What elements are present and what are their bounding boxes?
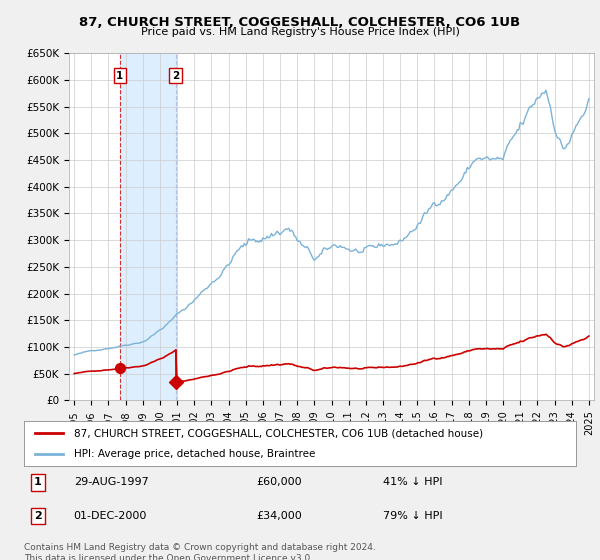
Text: 87, CHURCH STREET, COGGESHALL, COLCHESTER, CO6 1UB (detached house): 87, CHURCH STREET, COGGESHALL, COLCHESTE… bbox=[74, 428, 483, 438]
Text: Price paid vs. HM Land Registry's House Price Index (HPI): Price paid vs. HM Land Registry's House … bbox=[140, 27, 460, 37]
Text: 01-DEC-2000: 01-DEC-2000 bbox=[74, 511, 147, 521]
Text: 79% ↓ HPI: 79% ↓ HPI bbox=[383, 511, 442, 521]
Text: 87, CHURCH STREET, COGGESHALL, COLCHESTER, CO6 1UB: 87, CHURCH STREET, COGGESHALL, COLCHESTE… bbox=[79, 16, 521, 29]
Text: 41% ↓ HPI: 41% ↓ HPI bbox=[383, 477, 442, 487]
Text: £60,000: £60,000 bbox=[256, 477, 301, 487]
Text: 1: 1 bbox=[116, 71, 124, 81]
Point bbox=[115, 364, 125, 373]
Text: Contains HM Land Registry data © Crown copyright and database right 2024.
This d: Contains HM Land Registry data © Crown c… bbox=[24, 543, 376, 560]
Text: HPI: Average price, detached house, Braintree: HPI: Average price, detached house, Brai… bbox=[74, 449, 315, 459]
Text: 2: 2 bbox=[172, 71, 179, 81]
Text: 1: 1 bbox=[34, 477, 41, 487]
Text: 29-AUG-1997: 29-AUG-1997 bbox=[74, 477, 148, 487]
Bar bbox=[120, 53, 176, 400]
Text: £34,000: £34,000 bbox=[256, 511, 302, 521]
Text: 2: 2 bbox=[34, 511, 41, 521]
Point bbox=[171, 378, 181, 387]
